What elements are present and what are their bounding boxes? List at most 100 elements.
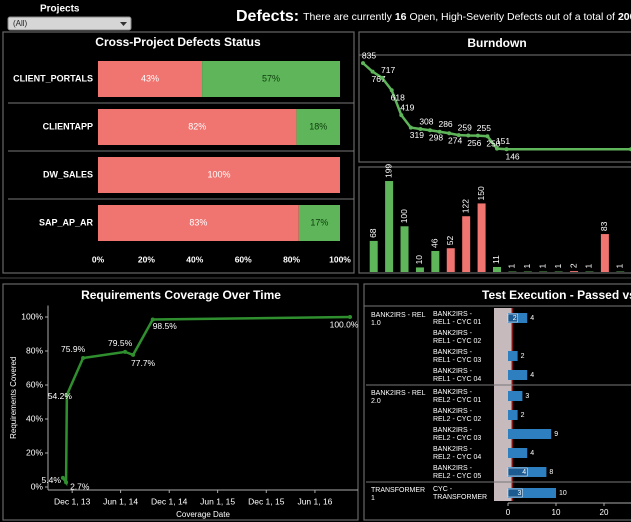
- row-label: REL1 - CYC 01: [433, 319, 481, 326]
- point-label: 308: [419, 116, 433, 126]
- filter-label: Projects: [40, 4, 80, 15]
- bar-label: 10: [414, 255, 424, 265]
- point-label: 100.0%: [330, 319, 359, 329]
- x-tick-label: 20%: [138, 254, 155, 264]
- reference-band: [494, 308, 512, 501]
- bar-label: 1: [507, 264, 517, 269]
- point-label: 767: [371, 74, 385, 84]
- category-label: SAP_AP_AR: [39, 217, 94, 227]
- point-label: 259: [458, 122, 472, 132]
- group-label: BANK2IRS - REL: [371, 312, 426, 319]
- bar-label: 83%: [189, 217, 207, 227]
- panel-border: [363, 283, 631, 521]
- panel-border: [2, 31, 355, 274]
- bar: [600, 234, 609, 272]
- bar-label: 46: [430, 238, 440, 248]
- row-label: BANK2IRS -: [433, 446, 473, 453]
- chart-title: Cross-Project Defects Status: [95, 35, 261, 49]
- row-label: REL1 - CYC 03: [433, 357, 481, 364]
- point-label: 835: [362, 50, 376, 60]
- row-label: REL2 - CYC 02: [433, 416, 481, 423]
- total-label: 9: [554, 431, 558, 438]
- point: [380, 75, 385, 80]
- group-label: TRANSFORMER: [371, 487, 425, 494]
- row-label: BANK2IRS -: [433, 330, 473, 337]
- point: [428, 128, 432, 133]
- point: [466, 133, 471, 138]
- filter-dropdown[interactable]: (All): [7, 16, 132, 31]
- bar: [477, 203, 486, 272]
- point: [495, 146, 499, 151]
- point: [408, 125, 413, 130]
- x-tick-label: 0%: [92, 254, 105, 264]
- bar: [446, 248, 455, 272]
- point: [456, 133, 461, 138]
- row-label: REL1 - CYC 02: [433, 338, 481, 345]
- total-label: 3: [525, 393, 529, 400]
- bar-label: 43%: [141, 73, 159, 83]
- bar-label: 2: [568, 263, 578, 268]
- bar-label: 100: [399, 209, 409, 223]
- row-label: BANK2IRS -: [433, 349, 473, 356]
- chart-title: Test Execution - Passed vs: [482, 288, 631, 302]
- passed-bar: [507, 488, 523, 498]
- total-label: 4: [530, 315, 534, 322]
- bar-segment: [98, 109, 297, 145]
- x-tick-label: Jun 1, 15: [200, 496, 235, 506]
- y-tick-label: 80%: [26, 345, 43, 355]
- row-label: REL2 - CYC 03: [433, 435, 481, 442]
- bar-segment: [298, 205, 340, 241]
- point-label: 5.4%: [42, 475, 62, 485]
- dropdown-arrow[interactable]: [120, 22, 127, 26]
- x-tick-label: Jun 1, 14: [103, 496, 138, 506]
- header-text: Defects: There are currently 16 Open, High-…: [236, 8, 631, 25]
- row-label: BANK2IRS -: [433, 311, 473, 318]
- bar: [570, 271, 579, 272]
- line: [61, 315, 351, 487]
- bar-label: 100%: [207, 169, 230, 179]
- x-tick-label: 40%: [186, 254, 203, 264]
- chart-title: Requirements Coverage Over Time: [81, 288, 281, 302]
- bar-label: 18%: [309, 121, 327, 131]
- group-label: BANK2IRS - REL: [371, 390, 426, 397]
- x-tick-label: Dec 1, 15: [248, 496, 285, 506]
- total-bar: [508, 410, 518, 420]
- x-tick-label: Jun 1, 16: [297, 496, 332, 506]
- row-label: BANK2IRS -: [433, 465, 473, 472]
- bar: [431, 250, 440, 272]
- point-label: 256: [467, 138, 481, 148]
- total-label: 8: [549, 469, 553, 476]
- dropdown-box[interactable]: [7, 16, 132, 31]
- point: [64, 480, 69, 485]
- summary-prefix: There are currently: [303, 11, 392, 23]
- point-label: 79.5%: [108, 338, 133, 348]
- bar-label: 83: [599, 221, 609, 231]
- bar-segment: [296, 109, 340, 145]
- point-label: 319: [410, 130, 424, 140]
- total-bar: [508, 391, 523, 401]
- passed-label: 2: [513, 315, 517, 322]
- panel-border: [358, 31, 631, 163]
- passed-bar: [507, 313, 518, 323]
- group-label: 1: [371, 495, 375, 502]
- x-tick-label: Dec 1, 14: [151, 496, 188, 506]
- bar-label: 68: [368, 228, 378, 238]
- total-label: 2: [521, 353, 525, 360]
- total-bar: [508, 351, 518, 361]
- point-label: 286: [438, 119, 452, 129]
- row-label: BANK2IRS -: [433, 368, 473, 375]
- point-label: 98.5%: [153, 321, 178, 331]
- dropdown-value[interactable]: (All): [13, 19, 28, 28]
- passed-label: 3: [517, 490, 521, 497]
- category-label: CLIENTAPP: [43, 121, 93, 131]
- point: [348, 315, 353, 319]
- y-tick-label: 20%: [26, 447, 43, 457]
- point-label: 274: [448, 136, 462, 146]
- point-label: 2.7%: [70, 482, 90, 492]
- group-label: 2.0: [371, 398, 381, 405]
- bar-label: 11: [491, 255, 501, 264]
- bar: [415, 267, 424, 272]
- total-label: 10: [559, 490, 567, 497]
- bar-label: 150: [476, 186, 486, 200]
- passed-bar: [507, 467, 528, 477]
